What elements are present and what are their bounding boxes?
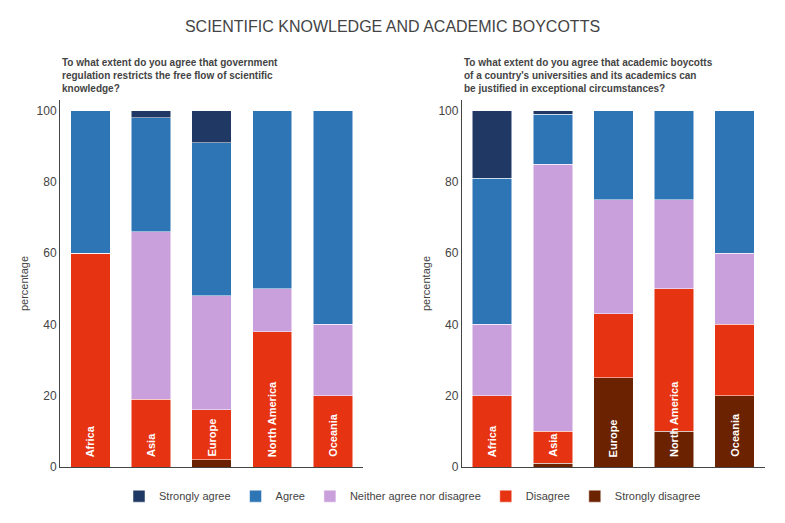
svg-text:Strongly disagree: Strongly disagree	[615, 490, 701, 502]
svg-text:60: 60	[445, 246, 459, 260]
svg-text:Europe: Europe	[206, 419, 218, 457]
svg-text:80: 80	[445, 175, 459, 189]
svg-text:SCIENTIFIC KNOWLEDGE AND ACADE: SCIENTIFIC KNOWLEDGE AND ACADEMIC BOYCOT…	[185, 18, 600, 35]
svg-text:40: 40	[43, 318, 57, 332]
svg-text:Asia: Asia	[547, 433, 559, 457]
svg-text:Disagree: Disagree	[526, 490, 570, 502]
svg-text:Strongly agree: Strongly agree	[159, 490, 231, 502]
svg-text:percentage: percentage	[18, 256, 30, 311]
svg-text:Europe: Europe	[607, 420, 619, 458]
svg-text:100: 100	[438, 104, 458, 118]
svg-text:60: 60	[43, 246, 57, 260]
svg-text:North America: North America	[266, 381, 278, 457]
svg-text:0: 0	[452, 460, 459, 474]
svg-text:0: 0	[50, 460, 57, 474]
svg-text:20: 20	[445, 389, 459, 403]
svg-text:percentage: percentage	[420, 256, 432, 311]
svg-text:Africa: Africa	[84, 425, 96, 457]
svg-text:Agree: Agree	[276, 490, 305, 502]
svg-text:40: 40	[445, 318, 459, 332]
svg-text:20: 20	[43, 389, 57, 403]
svg-text:100: 100	[37, 104, 57, 118]
svg-text:Neither agree nor disagree: Neither agree nor disagree	[350, 490, 481, 502]
svg-text:Oceania: Oceania	[729, 413, 741, 457]
svg-text:Oceania: Oceania	[327, 413, 339, 457]
svg-text:80: 80	[43, 175, 57, 189]
svg-text:To what extent do you agree th: To what extent do you agree that governm…	[62, 57, 278, 94]
svg-text:To what extent do you agree th: To what extent do you agree that academi…	[464, 57, 713, 94]
svg-text:Africa: Africa	[486, 425, 498, 457]
svg-text:Asia: Asia	[145, 433, 157, 457]
svg-text:North America: North America	[668, 381, 680, 457]
